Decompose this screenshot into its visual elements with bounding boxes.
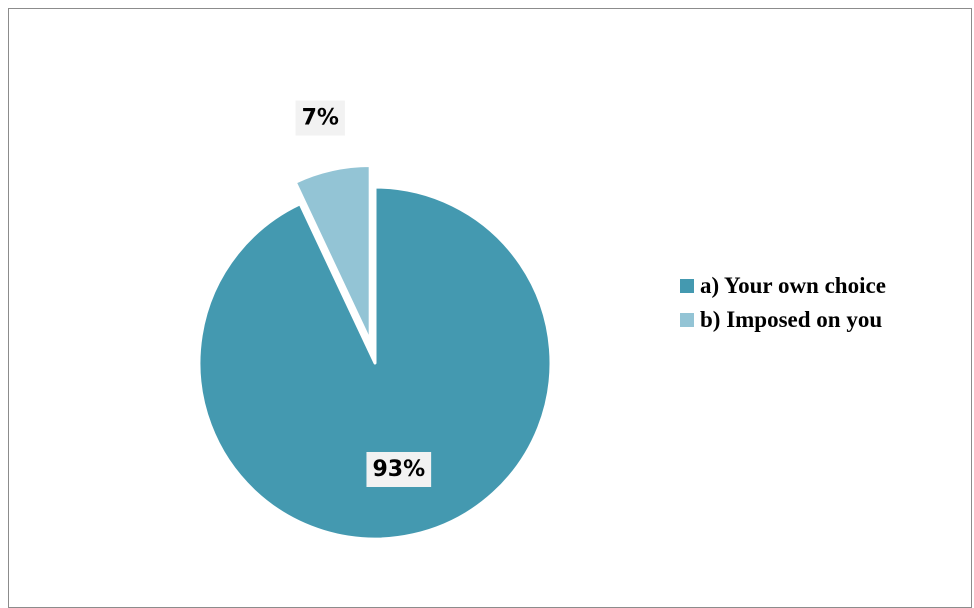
legend-swatch-own-choice bbox=[680, 279, 694, 293]
data-label-own-choice: 93% bbox=[366, 451, 432, 487]
legend-label-imposed: b) Imposed on you bbox=[700, 307, 883, 332]
legend-label-own-choice: a) Your own choice bbox=[700, 273, 886, 298]
legend-item-imposed: b) Imposed on you bbox=[680, 303, 886, 337]
svg-text:7%: 7% bbox=[302, 106, 339, 131]
pie-chart: 93% 7% bbox=[197, 100, 553, 541]
pie-slice-own-choice bbox=[197, 185, 553, 541]
legend-swatch-imposed bbox=[680, 313, 694, 327]
legend: a) Your own choice b) Imposed on you bbox=[680, 269, 886, 337]
svg-text:93%: 93% bbox=[372, 457, 425, 482]
legend-item-own-choice: a) Your own choice bbox=[680, 269, 886, 303]
pie-slice-imposed bbox=[293, 164, 372, 344]
data-label-imposed: 7% bbox=[295, 100, 345, 136]
